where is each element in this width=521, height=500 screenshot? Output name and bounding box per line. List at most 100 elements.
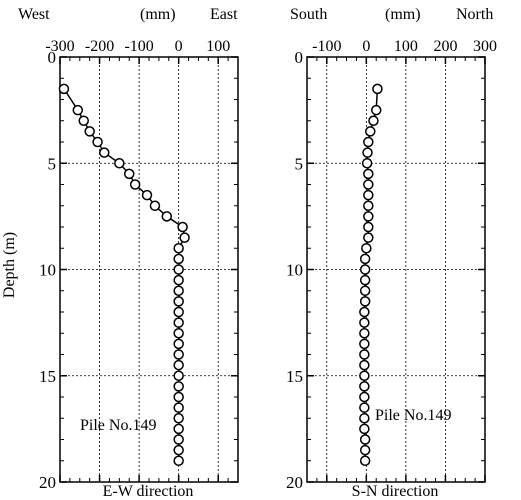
data-point [173,296,184,307]
data-point [361,243,372,254]
y-tick-label: 20 [286,473,303,492]
header-south: South [290,6,327,23]
x-axis-label: E-W direction [103,483,194,500]
x-tick-label: -100 [124,38,153,55]
data-point [365,126,376,137]
data-point [173,349,184,360]
data-point [363,179,374,190]
data-point [173,434,184,445]
x-axis-label: S-N direction [352,483,439,500]
deflection-series [58,83,190,466]
data-point [359,434,371,445]
data-point [173,274,184,286]
data-point [359,306,370,318]
y-axis-label: Depth (m) [1,232,18,298]
data-point [359,285,371,296]
series-line [63,88,186,461]
data-point [179,232,190,243]
x-tick-label: 0 [362,38,370,55]
pile-label: Pile No.149 [80,417,156,434]
data-point [359,253,371,265]
data-point [173,381,184,392]
data-point [173,264,184,275]
ew-direction-panel: -300 -200 -100 0 100 0 5 10 15 20 West (mm) East… [18,6,239,500]
data-point [359,370,370,381]
x-tick-label: 100 [206,38,230,55]
data-point [361,158,373,169]
data-point [123,168,135,180]
data-point [173,413,184,424]
x-tick-label: 300 [473,38,497,55]
data-point [359,402,370,413]
x-tick-label: 200 [433,38,457,55]
data-point [177,221,188,233]
data-point [359,444,371,456]
data-point [359,391,370,403]
data-point [161,211,173,222]
data-point [129,179,141,190]
y-tick-label: 0 [48,48,57,67]
data-point [173,402,184,413]
y-tick-label: 10 [286,261,303,280]
data-point [149,200,161,211]
deflection-series [359,83,383,466]
data-point [359,349,370,360]
data-point [359,338,370,350]
data-point [72,104,84,116]
data-point [359,328,370,339]
data-point [372,83,383,95]
data-point [363,232,374,243]
x-tick-labels: -100 0 100 200 300 [312,38,497,55]
data-point [173,306,184,318]
data-point [362,147,373,158]
data-point [363,136,374,148]
y-tick-label: 15 [39,367,56,386]
sn-direction-panel: -100 0 100 200 300 0 5 10 15 20 South (mm) North… [286,6,497,500]
data-point [368,115,379,126]
data-point [173,317,184,328]
data-point [173,243,184,254]
data-point [359,317,370,328]
data-point [99,147,110,158]
data-point [359,413,370,424]
y-tick-label: 10 [39,261,56,280]
data-point [173,328,184,339]
pile-label: Pile No.149 [375,407,451,424]
data-point [363,211,374,222]
data-point [58,83,70,95]
data-point [78,115,89,126]
header-west: West [18,6,50,23]
data-point [359,455,371,466]
tick-marks [306,56,486,483]
data-point [359,274,371,286]
header-east: East [210,6,238,23]
x-tick-label: -100 [312,38,341,55]
x-tick-label: -200 [85,38,114,55]
y-tick-labels: 0 5 10 15 20 [286,48,303,492]
data-point [363,221,374,233]
data-point [84,126,95,137]
header-unit: (mm) [140,6,176,23]
data-point [173,444,184,456]
y-tick-label: 20 [39,473,56,492]
data-point [173,370,184,381]
data-point [359,359,370,371]
data-point [363,200,374,211]
data-point [92,136,103,148]
data-point [359,381,370,392]
data-point [141,189,153,201]
x-tick-labels: -300 -200 -100 0 100 [45,38,230,55]
data-point [370,104,382,116]
header-north: North [456,6,493,23]
data-point [173,391,184,403]
data-point [363,189,374,201]
data-point [359,264,371,275]
data-point [173,423,184,435]
y-tick-labels: 0 5 10 15 20 [39,48,56,492]
y-tick-label: 5 [295,154,304,173]
data-point [173,359,184,371]
x-tick-label: -300 [45,38,74,55]
y-tick-label: 15 [286,367,303,386]
header-unit: (mm) [385,6,421,23]
